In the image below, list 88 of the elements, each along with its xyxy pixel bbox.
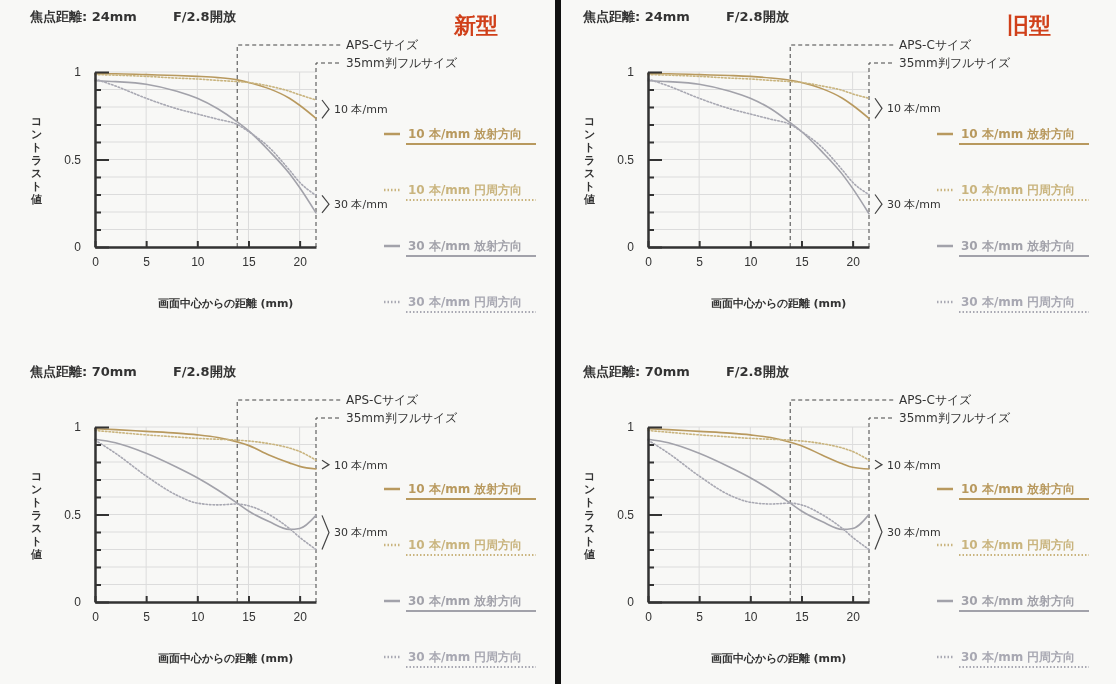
- y-axis-title: コントラスト値: [582, 469, 595, 561]
- y-tick-label: 1: [74, 65, 82, 80]
- line-series: [647, 427, 870, 470]
- legend-label: 10 本/mm 円周方向: [408, 183, 523, 197]
- y-axis-title: コントラスト値: [29, 469, 42, 561]
- legend-label: 30 本/mm 円周方向: [961, 295, 1076, 309]
- y-tick-label: 0.5: [617, 152, 635, 167]
- x-tick-label: 5: [143, 609, 151, 624]
- legend-label: 30 本/mm 円周方向: [408, 295, 523, 309]
- text: 10 本/mm: [334, 458, 388, 472]
- x-tick-label: 10: [744, 254, 758, 269]
- x-tick-label: 0: [92, 254, 100, 269]
- x-tick-label: 10: [744, 609, 758, 624]
- y-tick-label: 0: [74, 240, 82, 255]
- text: 10 本/mm: [887, 458, 941, 472]
- y-tick-label: 0: [627, 240, 635, 255]
- line-series: [647, 439, 870, 551]
- text: 新型: [453, 13, 498, 38]
- chart-title: 焦点距離: 24mm: [582, 9, 690, 24]
- legend-label: 10 本/mm 円周方向: [961, 183, 1076, 197]
- x-tick-label: 15: [242, 609, 256, 624]
- ref-line-label: APS-Cサイズ: [346, 393, 419, 407]
- text: 30 本/mm: [887, 198, 941, 212]
- ref-line-label: 35mm判フルサイズ: [346, 56, 458, 70]
- x-axis-title: 画面中心からの距離 (mm): [157, 652, 294, 665]
- x-tick-label: 20: [846, 254, 861, 269]
- x-tick-label: 5: [143, 254, 151, 269]
- line-series: [647, 72, 870, 120]
- y-tick-label: 0: [627, 595, 635, 610]
- text: 10 本/mm: [887, 102, 941, 116]
- legend-label: 10 本/mm 放射方向: [408, 482, 523, 496]
- y-axis-title: コントラスト値: [582, 114, 595, 206]
- chart-title: 焦点距離: 70mm: [29, 364, 137, 379]
- x-axis-title: 画面中心からの距離 (mm): [710, 652, 847, 665]
- x-tick-label: 15: [795, 609, 809, 624]
- y-tick-label: 1: [627, 420, 635, 435]
- ref-line-label: APS-Cサイズ: [346, 38, 419, 52]
- ref-line-label: APS-Cサイズ: [899, 393, 972, 407]
- y-axis-title: コントラスト値: [29, 114, 42, 206]
- line-series: [94, 439, 317, 551]
- ref-line-label: 35mm判フルサイズ: [346, 411, 458, 425]
- x-tick-label: 20: [293, 254, 308, 269]
- x-tick-label: 5: [696, 254, 704, 269]
- legend-label: 30 本/mm 円周方向: [408, 650, 523, 664]
- legend-label: 30 本/mm 放射方向: [961, 594, 1076, 608]
- x-tick-label: 20: [293, 609, 308, 624]
- x-axis-title: 画面中心からの距離 (mm): [157, 297, 294, 310]
- legend-label: 10 本/mm 円周方向: [961, 538, 1076, 552]
- x-tick-label: 0: [92, 609, 100, 624]
- text: 30 本/mm: [334, 198, 388, 212]
- legend-label: 30 本/mm 放射方向: [961, 239, 1076, 253]
- legend-label: 30 本/mm 放射方向: [408, 239, 523, 253]
- text: 30 本/mm: [334, 526, 388, 540]
- y-tick-label: 0.5: [64, 152, 82, 167]
- x-tick-label: 0: [645, 254, 653, 269]
- x-tick-label: 10: [191, 254, 205, 269]
- legend-label: 30 本/mm 放射方向: [408, 594, 523, 608]
- ref-line-label: 35mm判フルサイズ: [899, 56, 1011, 70]
- legend-label: 10 本/mm 円周方向: [408, 538, 523, 552]
- text: 30 本/mm: [887, 526, 941, 539]
- ref-line-label: 35mm判フルサイズ: [899, 411, 1011, 425]
- y-tick-label: 0: [74, 595, 82, 610]
- chart-subtitle: F/2.8開放: [172, 364, 237, 379]
- line-series: [94, 72, 317, 120]
- legend-label: 30 本/mm 円周方向: [961, 650, 1076, 664]
- chart-title: 焦点距離: 70mm: [582, 364, 690, 379]
- line-series: [94, 427, 317, 470]
- legend-label: 10 本/mm 放射方向: [408, 127, 523, 141]
- chart-subtitle: F/2.8開放: [725, 9, 790, 24]
- y-tick-label: 0.5: [617, 507, 635, 522]
- chart-subtitle: F/2.8開放: [172, 9, 237, 24]
- y-tick-label: 1: [74, 420, 82, 435]
- x-tick-label: 5: [696, 609, 704, 624]
- x-axis-title: 画面中心からの距離 (mm): [710, 297, 847, 310]
- x-tick-label: 15: [242, 254, 256, 269]
- chart-title: 焦点距離: 24mm: [29, 9, 137, 24]
- ref-line-label: APS-Cサイズ: [899, 38, 972, 52]
- x-tick-label: 0: [645, 609, 653, 624]
- y-tick-label: 1: [627, 65, 635, 80]
- legend-label: 10 本/mm 放射方向: [961, 127, 1076, 141]
- text: 10 本/mm: [334, 103, 388, 117]
- y-tick-label: 0.5: [64, 507, 82, 522]
- x-tick-label: 10: [191, 609, 205, 624]
- text: 旧型: [1007, 13, 1051, 38]
- x-tick-label: 20: [846, 609, 861, 624]
- x-tick-label: 15: [795, 254, 809, 269]
- legend-label: 10 本/mm 放射方向: [961, 482, 1076, 496]
- chart-subtitle: F/2.8開放: [725, 364, 790, 379]
